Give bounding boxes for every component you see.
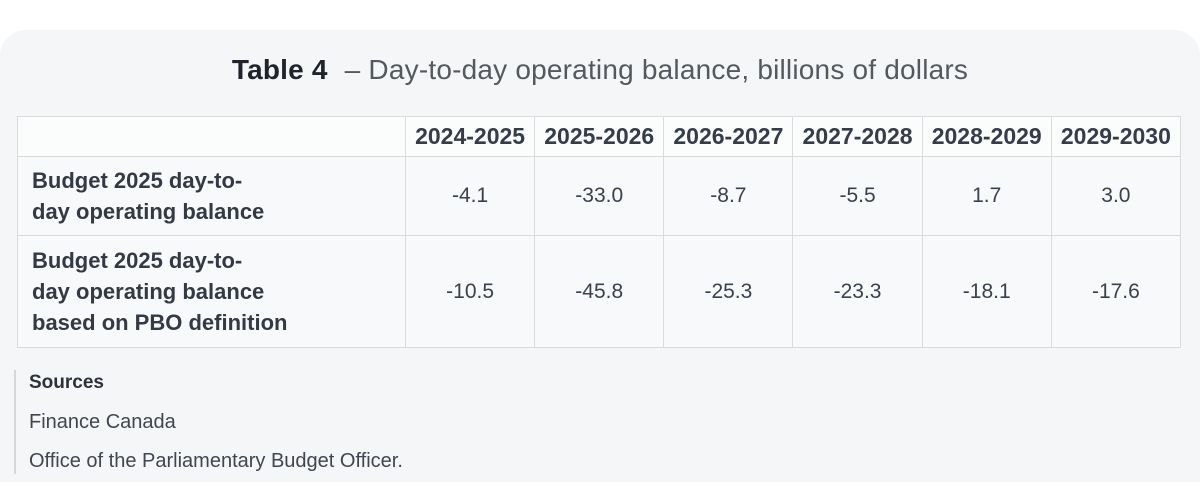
year-header: 2026-2027 (663, 116, 794, 157)
sources-block: Sources Finance Canada Office of the Par… (14, 370, 1200, 474)
row-label: Budget 2025 day-to- day operating balanc… (17, 156, 406, 236)
sources-heading: Sources (29, 372, 104, 393)
value-cell: -4.1 (404, 156, 536, 236)
header-row: 2024-2025 2025-2026 2026-2027 2027-2028 … (17, 116, 1182, 157)
value-cell: -33.0 (534, 156, 665, 236)
row-label: Budget 2025 day-to- day operating balanc… (17, 235, 406, 348)
value-cell: 1.7 (921, 156, 1052, 236)
table-number: Table 4 (231, 54, 328, 85)
value-cell: 3.0 (1050, 156, 1182, 236)
empty-corner-cell (17, 116, 406, 157)
value-cell: -25.3 (663, 235, 794, 348)
value-cell: -23.3 (792, 235, 923, 348)
report-card: Table 4 – Day-to-day operating balance, … (0, 30, 1200, 482)
value-cell: -18.1 (921, 235, 1052, 348)
operating-balance-table: 2024-2025 2025-2026 2026-2027 2027-2028 … (17, 116, 1182, 348)
value-cell: -8.7 (663, 156, 794, 236)
year-header: 2024-2025 (404, 116, 536, 157)
year-header: 2027-2028 (792, 116, 923, 157)
source-line: Finance Canada (29, 411, 176, 433)
year-header: 2029-2030 (1050, 116, 1182, 157)
source-line: Office of the Parliamentary Budget Offic… (29, 450, 403, 472)
year-header: 2025-2026 (534, 116, 665, 157)
value-cell: -5.5 (792, 156, 923, 236)
table-title-text: – Day-to-day operating balance, billions… (344, 54, 969, 85)
value-cell: -10.5 (404, 235, 536, 348)
value-cell: -17.6 (1050, 235, 1182, 348)
year-header: 2028-2029 (921, 116, 1052, 157)
table-title: Table 4 – Day-to-day operating balance, … (0, 52, 1200, 88)
table-row: Budget 2025 day-to- day operating balanc… (17, 156, 1182, 236)
table-row: Budget 2025 day-to- day operating balanc… (17, 235, 1182, 348)
value-cell: -45.8 (534, 235, 665, 348)
